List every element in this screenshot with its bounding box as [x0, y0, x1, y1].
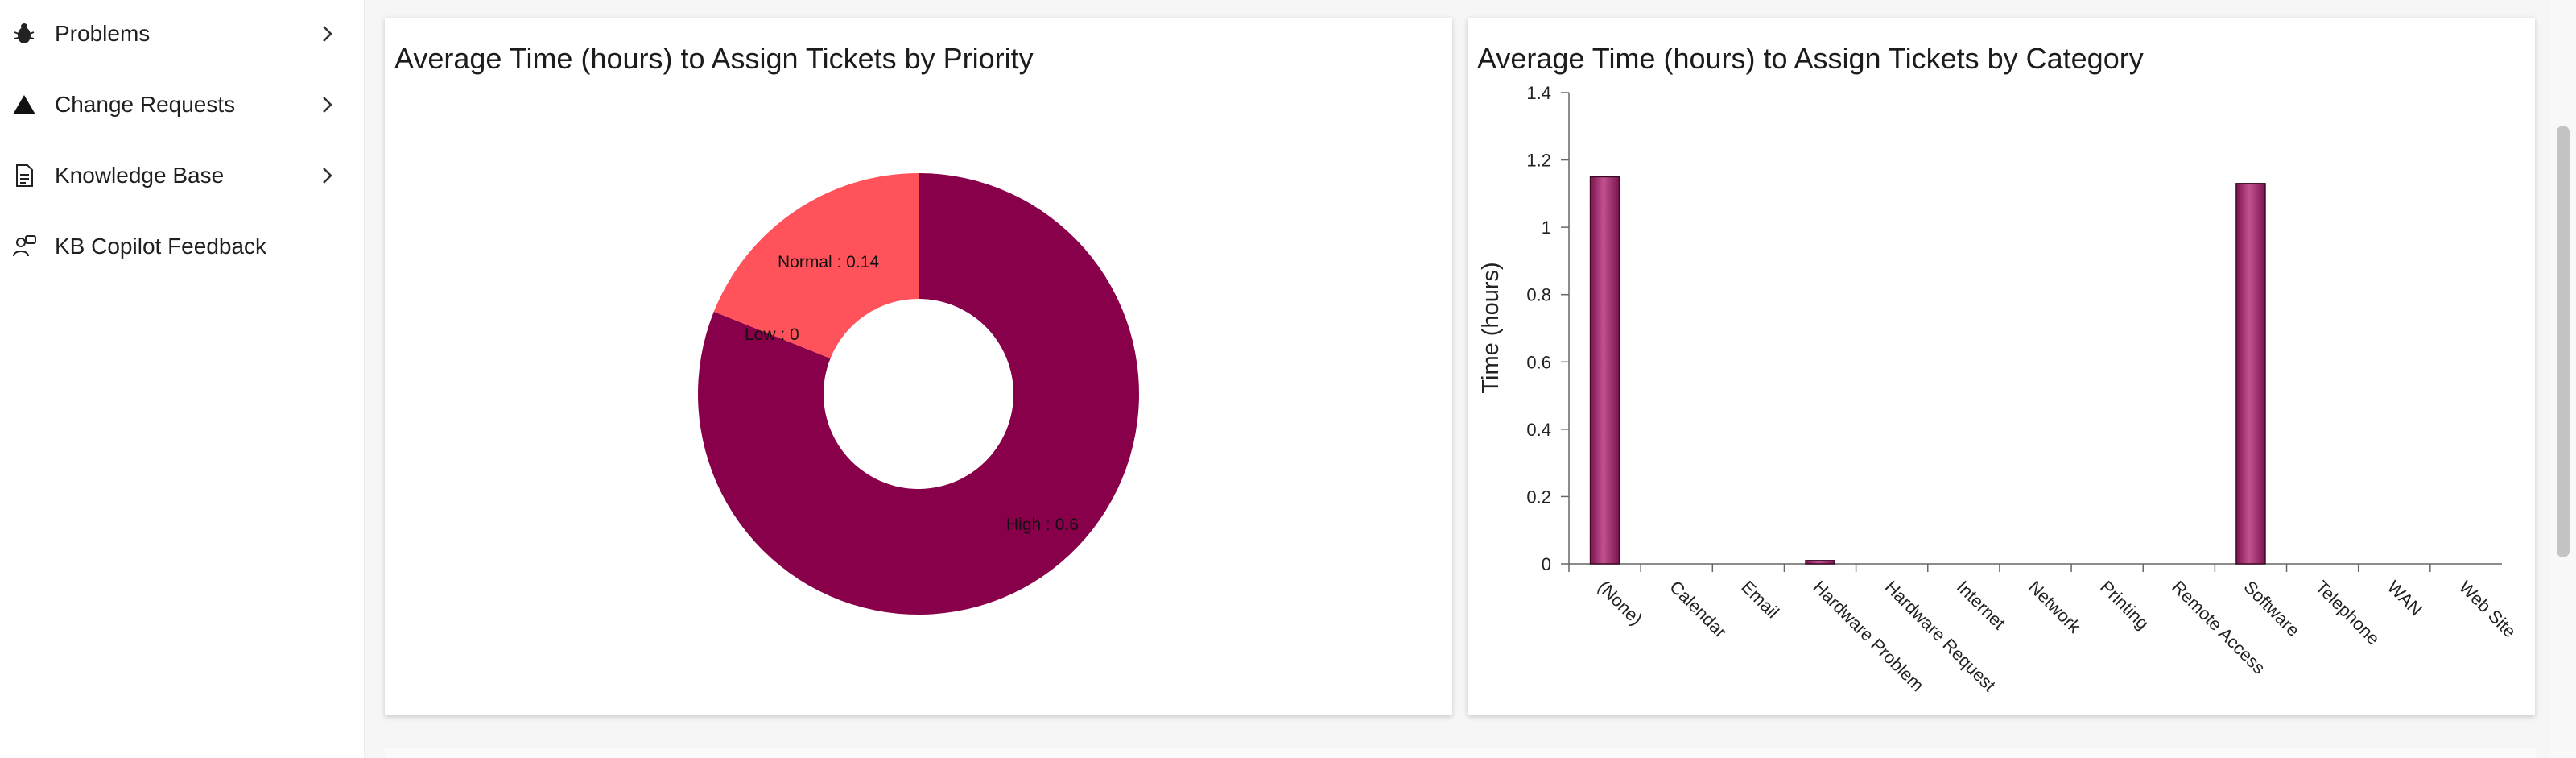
category-bar-chart: 0 0.2 0.4 0.6 0.8 1 1.2 1.4 Time (hours) (None) Ca…	[1478, 83, 2520, 695]
chart-title: Average Time (hours) to Assign Tickets b…	[394, 42, 1034, 75]
priority-chart-card: Average Time (hours) to Assign Tickets b…	[385, 18, 1452, 715]
sidebar-item-label: Problems	[55, 21, 151, 46]
chevron-right-icon	[323, 168, 332, 184]
document-icon	[16, 164, 33, 187]
sidebar-item-kb-copilot-feedback[interactable]: KB Copilot Feedback	[0, 214, 364, 279]
y-tick-label: 1.2	[1526, 151, 1551, 171]
bottom-strip	[385, 748, 2536, 758]
y-tick-label: 1.4	[1526, 83, 1551, 103]
y-tick-label: 0.4	[1526, 420, 1551, 440]
sidebar-item-label: KB Copilot Feedback	[55, 234, 267, 259]
triangle-icon	[13, 95, 35, 114]
slice-label: Normal : 0.14	[778, 253, 879, 271]
y-tick-label: 1	[1542, 217, 1551, 238]
person-feedback-icon	[13, 235, 36, 257]
sidebar-item-problems[interactable]: Problems	[0, 2, 364, 66]
x-tick-label: Calendar	[1666, 577, 1731, 642]
x-tick-label: Printing	[2096, 577, 2153, 633]
sidebar-item-change-requests[interactable]: Change Requests	[0, 72, 364, 137]
bar[interactable]	[2235, 183, 2266, 565]
priority-donut-chart: High : 0.6 Normal : 0.14 Low : 0	[698, 173, 1139, 615]
x-tick-label: Email	[1737, 577, 1783, 623]
bug-icon	[14, 23, 35, 43]
scrollbar-thumb[interactable]	[2557, 126, 2570, 557]
x-tick-label: WAN	[2384, 577, 2426, 619]
y-tick-label: 0.6	[1526, 352, 1551, 372]
x-tick-label: (None)	[1594, 577, 1646, 629]
chart-title: Average Time (hours) to Assign Tickets b…	[1477, 42, 2144, 75]
pie-slice[interactable]	[698, 173, 1139, 615]
x-tick-label: Web Site	[2455, 577, 2520, 642]
x-tick-label: Network	[2025, 577, 2085, 637]
y-tick-label: 0.8	[1526, 285, 1551, 305]
sidebar: Problems Change Requests Knowledge Base	[0, 0, 365, 758]
pie-slice[interactable]	[713, 173, 919, 359]
category-chart-card: Average Time (hours) to Assign Tickets b…	[1468, 18, 2535, 715]
y-tick-label: 0.2	[1526, 487, 1551, 507]
y-axis-title: Time (hours)	[1478, 262, 1504, 393]
sidebar-item-knowledge-base[interactable]: Knowledge Base	[0, 143, 364, 208]
bar[interactable]	[1805, 560, 1835, 565]
x-tick-label: Software	[2240, 577, 2303, 640]
y-tick-label: 0	[1542, 554, 1551, 574]
sidebar-item-label: Change Requests	[55, 92, 236, 117]
sidebar-item-label: Knowledge Base	[55, 163, 225, 188]
slice-label: Low : 0	[745, 325, 799, 344]
slice-label: High : 0.6	[1006, 516, 1079, 534]
x-tick-label: Internet	[1953, 577, 2009, 633]
chevron-right-icon	[323, 97, 332, 113]
x-tick-label: Telephone	[2312, 577, 2384, 648]
bar[interactable]	[1589, 176, 1620, 565]
chevron-right-icon	[323, 26, 332, 42]
